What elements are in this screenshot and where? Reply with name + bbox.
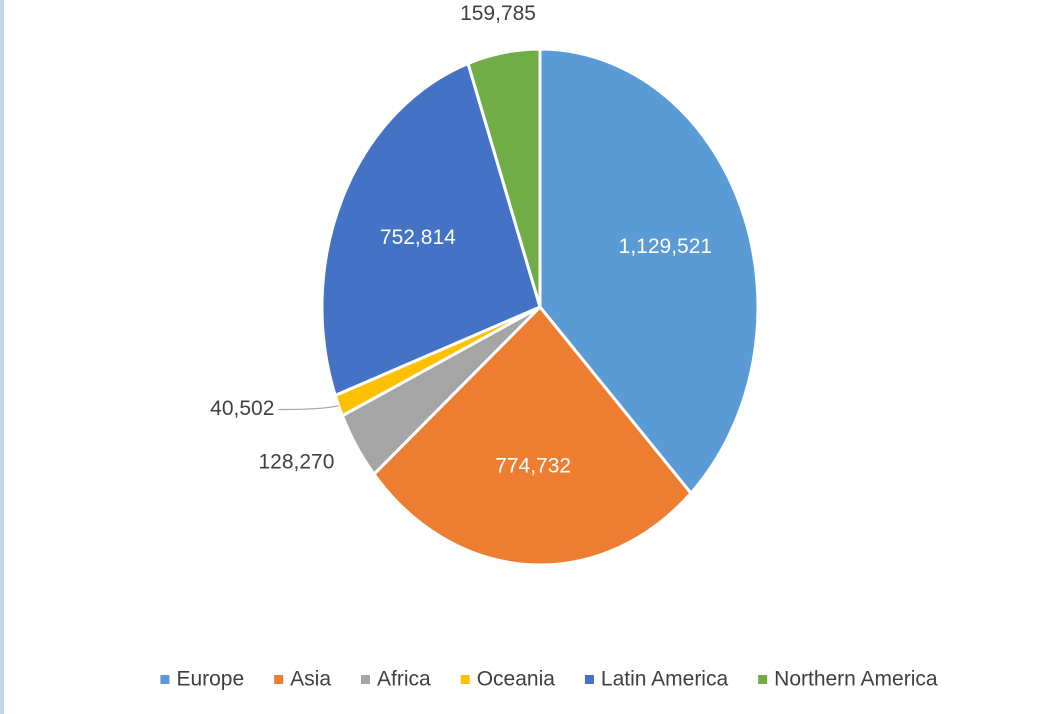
left-border (0, 0, 4, 714)
data-label: 159,785 (460, 2, 536, 25)
legend-label: Oceania (477, 668, 556, 691)
legend-swatch (361, 675, 371, 684)
pie-slice (538, 47, 760, 496)
legend-label: Latin America (601, 668, 729, 691)
legend-label: Africa (377, 668, 431, 691)
legend-swatch (584, 675, 594, 684)
legend-label: Asia (290, 668, 331, 691)
data-label: 128,270 (259, 450, 335, 473)
pie-slice (466, 47, 542, 308)
legend-swatch (460, 675, 470, 684)
leader-line (278, 405, 339, 411)
legend-swatch (274, 675, 284, 684)
data-label: 40,502 (210, 397, 274, 420)
pie-slice (371, 304, 693, 567)
data-label: 752,814 (380, 226, 456, 249)
data-label: 774,732 (495, 454, 571, 477)
legend-swatch (160, 675, 170, 684)
legend-swatch (758, 675, 768, 684)
data-label: 1,129,521 (619, 235, 712, 258)
pie-slice (320, 61, 542, 398)
legend-label: Northern America (774, 668, 938, 691)
legend-label: Europe (176, 668, 244, 691)
